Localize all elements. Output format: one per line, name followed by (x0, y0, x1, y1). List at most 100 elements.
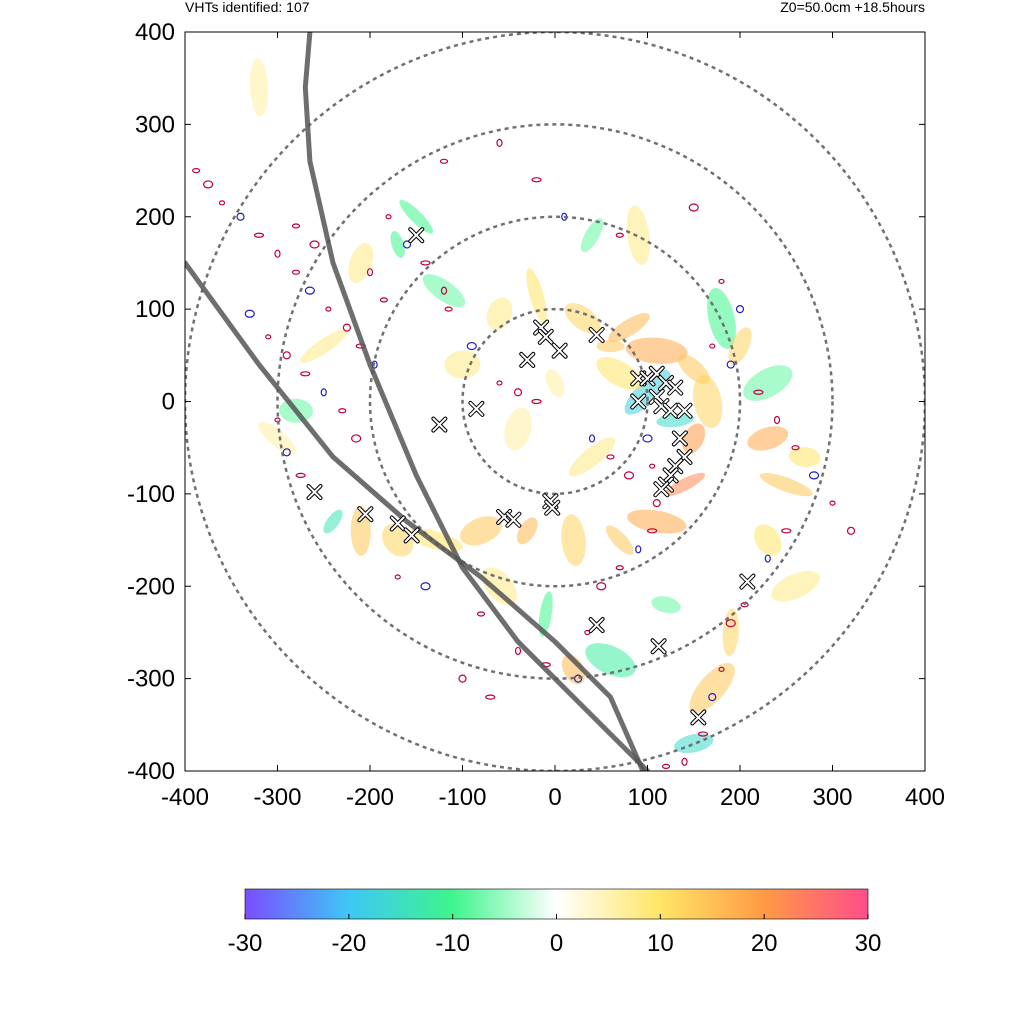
wind-patch (747, 426, 789, 451)
vht-marker (505, 511, 522, 528)
contour-loop (295, 472, 306, 478)
wind-patch (626, 205, 650, 265)
colorbar-tick-label: -30 (228, 930, 263, 957)
contour-loop (218, 200, 226, 206)
vht-marker (671, 430, 688, 447)
wind-patch (692, 374, 723, 429)
contour-loop (325, 306, 332, 312)
x-tick-label: -200 (346, 784, 394, 811)
contour-loop (203, 180, 214, 189)
contour-loop (514, 646, 522, 656)
wind-patch (460, 516, 502, 546)
x-tick-label: -100 (438, 784, 486, 811)
y-tick-label: -400 (127, 758, 175, 785)
contour-loop (735, 305, 745, 314)
contour-loop (309, 240, 320, 249)
track-lines (185, 32, 650, 771)
wind-patch (568, 437, 616, 477)
vht-marker (667, 379, 684, 396)
range-ring (368, 215, 742, 588)
wind-patch (743, 365, 793, 401)
contour-loop (244, 309, 255, 318)
contour-loop (596, 582, 607, 591)
vht-marker (662, 467, 679, 484)
track-line (302, 32, 650, 771)
wind-patch (651, 596, 681, 614)
x-tick-label: 400 (905, 784, 945, 811)
wind-patch (526, 268, 547, 323)
contour-loop (274, 249, 281, 258)
contour-loop (623, 471, 635, 480)
contour-loop (574, 674, 583, 683)
wind-patch (771, 571, 820, 602)
contour-loop (444, 306, 453, 312)
contour-loop (725, 619, 736, 628)
contour-loop (635, 545, 642, 554)
contour-loop (829, 500, 836, 506)
wind-patch (538, 591, 553, 637)
wind-patch (689, 662, 735, 713)
x-tick-label: -400 (161, 784, 209, 811)
wind-patch (516, 517, 538, 545)
y-tick-label: 100 (135, 296, 175, 323)
colorbar-tick-label: -10 (435, 930, 470, 957)
contour-loop (753, 389, 764, 395)
x-tick-label: -300 (253, 784, 301, 811)
contour-loop (320, 388, 327, 397)
contour-loop (420, 260, 431, 266)
contour-loop (652, 499, 661, 508)
contour-loop (394, 574, 401, 580)
vht-marker (667, 458, 684, 475)
contour-loop (291, 223, 301, 229)
wind-patch (585, 643, 636, 678)
vht-marker (630, 393, 647, 410)
contour-loop (300, 371, 311, 377)
wind-patch (627, 509, 687, 534)
contour-loop (697, 731, 709, 737)
contour-loop (440, 286, 448, 295)
x-tick-label: 300 (812, 784, 852, 811)
wind-patch (596, 340, 625, 353)
y-tick-label: 0 (162, 389, 175, 416)
contour-loop (642, 434, 653, 443)
x-tick-label: 100 (627, 784, 667, 811)
wind-patch (486, 297, 513, 331)
wind-patch (564, 302, 601, 334)
wind-patch (788, 446, 821, 468)
wind-patch (561, 514, 586, 566)
wind-patch (674, 733, 714, 754)
wind-patch (596, 357, 644, 391)
contour-loop (253, 232, 265, 238)
vht-marker (551, 342, 568, 359)
wind-field-layer (249, 58, 821, 754)
vht-marker (648, 388, 665, 405)
y-tick-label: -100 (127, 481, 175, 508)
y-tick-label: -200 (127, 573, 175, 600)
wind-patch (504, 407, 532, 451)
vht-marker (650, 638, 667, 655)
vht-marker (468, 400, 485, 417)
wind-patch (258, 421, 297, 456)
contour-loop (708, 692, 717, 702)
vht-marker (389, 515, 406, 532)
wind-patch (754, 524, 782, 556)
vht-marker (403, 527, 420, 544)
contour-loop (338, 408, 347, 414)
contour-loop (781, 528, 792, 534)
vht-markers (306, 227, 756, 726)
contour-loop (342, 323, 351, 332)
colorbar: -30 -20 -10 0 10 20 30 (228, 888, 881, 957)
contour-loop (496, 380, 503, 386)
x-axis: -400 -300 -200 -100 0 100 200 300 400 (161, 32, 945, 811)
wind-patch (545, 368, 565, 398)
contour-loop (236, 212, 245, 221)
contour-loop (606, 454, 615, 460)
wind-patch (300, 329, 348, 363)
y-tick-label: 300 (135, 111, 175, 138)
contour-loop (476, 611, 486, 617)
contour-loop (351, 434, 362, 443)
colorbar-tick-label: 20 (751, 930, 778, 957)
contour-loop (688, 203, 699, 212)
contour-loop (681, 757, 688, 766)
